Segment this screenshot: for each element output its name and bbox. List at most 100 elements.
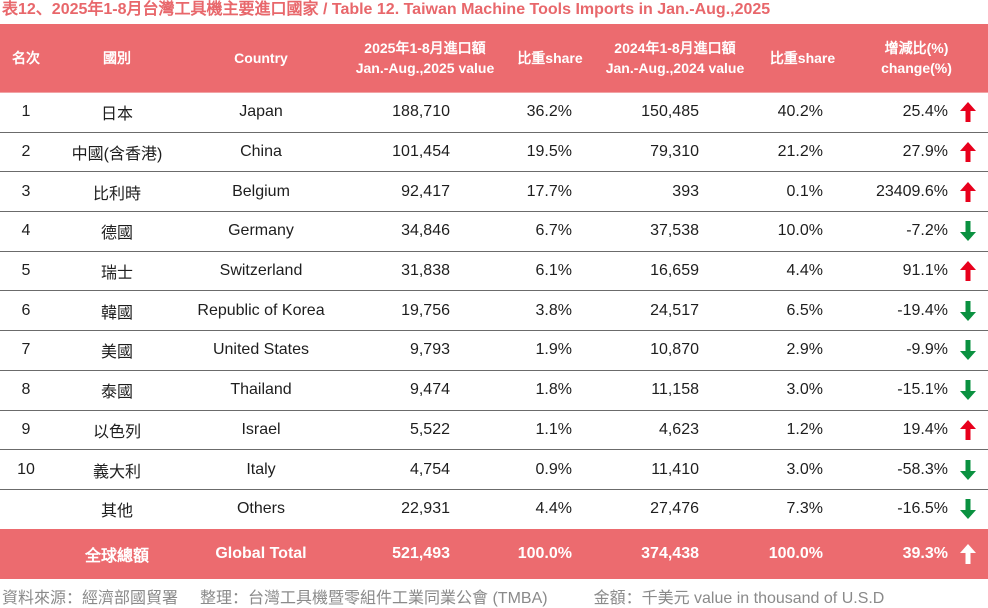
share-2025-cell: 1.9%	[535, 341, 572, 359]
share-2025-cell: 36.2%	[526, 103, 572, 121]
country-en-cell: United States	[212, 341, 310, 359]
share-2025-cell: 4.4%	[535, 500, 572, 518]
share-2024-cell: 7.3%	[786, 500, 823, 518]
header-value-2025-en: Jan.-Aug.,2025 value	[355, 60, 495, 76]
table-row: 6 韓國 Republic of Korea 19,756 3.8% 24,517 6.5%…	[0, 291, 988, 332]
country-zh-cell: 以色列	[92, 423, 141, 441]
value-2024-cell: 27,476	[650, 500, 699, 518]
country-zh-cell: 日本	[100, 106, 133, 124]
value-2025-cell: 4,754	[409, 460, 450, 478]
country-en-cell: Italy	[246, 460, 276, 478]
share-2025-cell: 1.8%	[535, 381, 572, 399]
change-cell: 27.9%	[902, 143, 948, 161]
down-arrow-icon	[948, 300, 988, 321]
total-value-2025: 521,493	[392, 544, 450, 562]
footer: 資料來源：經濟部國貿署 整理：台灣工具機暨零組件工業同業公會 (TMBA) 金額…	[2, 584, 988, 607]
change-cell: -16.5%	[897, 500, 948, 518]
share-2025-cell: 3.8%	[535, 301, 572, 319]
country-en-cell: China	[240, 143, 282, 161]
rank-cell: 8	[21, 381, 31, 399]
table-title: 表12、2025年1-8月台灣工具機主要進口國家 / Table 12. Tai…	[2, 1, 771, 18]
table-row: 7 美國 United States 9,793 1.9% 10,870 2.9% -9.9%	[0, 331, 988, 371]
share-2024-cell: 3.0%	[786, 460, 823, 478]
country-en-cell: Switzerland	[219, 262, 303, 280]
source-note: 資料來源：經濟部國貿署	[2, 590, 179, 607]
country-zh-cell: 其他	[100, 503, 133, 521]
value-2025-cell: 31,838	[401, 262, 450, 280]
value-2025-cell: 9,793	[409, 341, 450, 359]
share-2024-cell: 2.9%	[786, 341, 823, 359]
share-2025-cell: 17.7%	[526, 182, 572, 200]
table-body: 1 日本 Japan 188,710 36.2% 150,485 40.2% 25.4% 2 中國…	[0, 93, 988, 529]
country-en-cell: Others	[236, 500, 285, 518]
value-2024-cell: 11,158	[651, 381, 699, 399]
share-2024-cell: 10.0%	[777, 222, 823, 240]
down-arrow-icon	[948, 459, 988, 480]
header-share-2024: 比重share	[769, 50, 836, 66]
country-zh-cell: 義大利	[92, 463, 141, 481]
down-arrow-icon	[948, 380, 988, 401]
up-arrow-icon	[948, 181, 988, 202]
country-zh-cell: 韓國	[100, 304, 133, 322]
rank-cell: 9	[21, 420, 31, 438]
value-2025-cell: 22,931	[401, 500, 450, 518]
change-cell: -15.1%	[897, 381, 948, 399]
value-2024-cell: 37,538	[650, 222, 699, 240]
up-arrow-icon	[948, 419, 988, 440]
table-row: 4 德國 Germany 34,846 6.7% 37,538 10.0% -7.2%	[0, 212, 988, 252]
share-2024-cell: 40.2%	[777, 103, 823, 121]
change-cell: 19.4%	[902, 420, 948, 438]
share-2024-cell: 4.4%	[786, 262, 823, 280]
table-row: 10 義大利 Italy 4,754 0.9% 11,410 3.0% -58.3%	[0, 450, 988, 490]
value-2024-cell: 10,870	[650, 341, 699, 359]
value-2025-cell: 19,756	[401, 301, 450, 319]
change-cell: -9.9%	[906, 341, 948, 359]
value-2024-cell: 393	[672, 182, 699, 200]
header-value-2025: 2025年1-8月進口額 Jan.-Aug.,2025 value	[340, 38, 510, 78]
country-en-cell: Republic of Korea	[197, 301, 325, 319]
value-2025-cell: 5,522	[409, 420, 450, 438]
share-2024-cell: 3.0%	[786, 381, 823, 399]
header-rank: 名次	[12, 50, 40, 66]
country-zh-cell: 美國	[100, 344, 133, 362]
value-2024-cell: 11,410	[651, 460, 699, 478]
country-en-cell: Japan	[239, 103, 283, 121]
share-2025-cell: 6.7%	[535, 222, 572, 240]
header-country-zh: 國別	[103, 50, 131, 66]
country-zh-cell: 瑞士	[100, 265, 133, 283]
rank-cell: 7	[21, 341, 31, 359]
table-row: 5 瑞士 Switzerland 31,838 6.1% 16,659 4.4% 91.1%	[0, 252, 988, 292]
rank-cell: 2	[21, 143, 31, 161]
change-cell: 91.1%	[902, 262, 948, 280]
header-value-2024: 2024年1-8月進口額 Jan.-Aug.,2024 value	[590, 38, 760, 78]
value-2025-cell: 34,846	[401, 222, 450, 240]
total-value-2024: 374,438	[641, 544, 699, 562]
value-2025-cell: 92,417	[401, 182, 450, 200]
country-en-cell: Germany	[228, 222, 294, 240]
rank-cell: 10	[17, 460, 35, 478]
compiled-by-note: 整理：台灣工具機暨零組件工業同業公會 (TMBA)	[200, 590, 548, 607]
header-value-2025-zh: 2025年1-8月進口額	[364, 40, 486, 56]
down-arrow-icon	[948, 340, 988, 361]
share-2024-cell: 21.2%	[777, 143, 823, 161]
value-2025-cell: 9,474	[409, 381, 450, 399]
rank-cell: 4	[21, 222, 31, 240]
value-2024-cell: 4,623	[658, 420, 699, 438]
rank-cell: 6	[21, 301, 31, 319]
country-zh-cell: 中國(含香港)	[71, 146, 163, 164]
country-en-cell: Belgium	[232, 182, 290, 200]
value-2024-cell: 16,659	[650, 262, 699, 280]
down-arrow-icon	[948, 221, 988, 242]
header-share-2025: 比重share	[517, 50, 583, 66]
table-header: 名次 國別 Country 2025年1-8月進口額 Jan.-Aug.,202…	[0, 24, 988, 93]
table-row: 8 泰國 Thailand 9,474 1.8% 11,158 3.0% -15.1%	[0, 371, 988, 411]
value-2024-cell: 79,310	[650, 143, 699, 161]
up-arrow-icon	[948, 142, 988, 163]
share-2025-cell: 19.5%	[526, 143, 572, 161]
rank-cell: 1	[21, 103, 31, 121]
header-change: 增減比(%) change(%)	[845, 38, 988, 78]
up-arrow-icon	[948, 261, 988, 282]
header-country-en: Country	[234, 50, 288, 66]
down-arrow-icon	[948, 499, 988, 520]
share-2024-cell: 1.2%	[786, 420, 823, 438]
